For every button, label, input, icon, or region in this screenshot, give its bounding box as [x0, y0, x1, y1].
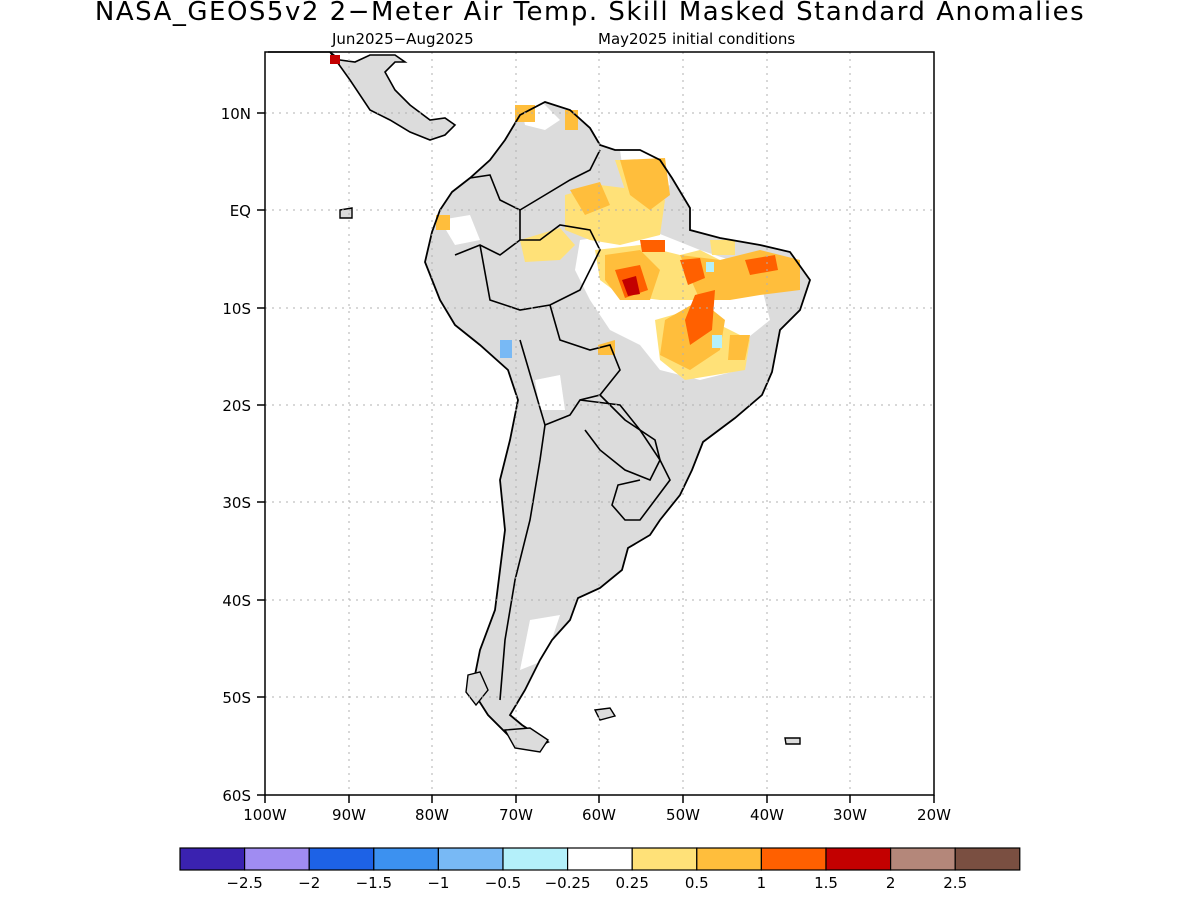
colorbar-label: 1 [757, 874, 767, 892]
colorbar-swatch [696, 847, 762, 871]
colorbar-label: 2.5 [943, 874, 967, 892]
colorbar-swatch [566, 847, 633, 871]
lat-label: 40S [222, 592, 251, 610]
lat-labels: 10N EQ 10S 20S 30S 40S 50S 60S [221, 105, 251, 805]
colorbar-label: −0.5 [485, 874, 521, 892]
colorbar-label: −1.5 [356, 874, 392, 892]
initial-conditions: May2025 initial conditions [598, 30, 796, 48]
colorbar-label: 1.5 [814, 874, 838, 892]
colorbar-label: 0.5 [685, 874, 709, 892]
lat-label: EQ [230, 202, 251, 220]
central-america-land [268, 51, 457, 141]
chart-title: NASA_GEOS5v2 2−Meter Air Temp. Skill Mas… [94, 0, 1086, 27]
colorbar-swatch [502, 847, 569, 871]
colorbar-swatch [308, 847, 375, 871]
colorbar-label: 2 [886, 874, 896, 892]
lon-label: 30W [833, 806, 867, 824]
colorbar-swatch [244, 847, 310, 871]
colorbar-label: 0.25 [615, 874, 648, 892]
lon-label: 40W [750, 806, 784, 824]
lon-label: 70W [499, 806, 533, 824]
colorbar-swatch [179, 847, 246, 871]
country-borders [454, 149, 671, 701]
lon-label: 100W [243, 806, 287, 824]
colorbar-label: −0.25 [545, 874, 591, 892]
colorbar-label: −2 [298, 874, 320, 892]
colorbar-swatch [760, 847, 827, 871]
lon-label: 60W [582, 806, 616, 824]
lat-label: 50S [222, 689, 251, 707]
coastline [424, 101, 811, 752]
gridlines [265, 52, 934, 795]
forecast-period: Jun2025−Aug2025 [332, 30, 474, 48]
lon-labels: 100W 90W 80W 70W 60W 50W 40W 30W 20W [243, 806, 951, 824]
lon-label: 80W [415, 806, 449, 824]
lat-label: 30S [222, 494, 251, 512]
colorbar-swatch [889, 847, 956, 871]
colorbar-swatch [954, 847, 1021, 871]
colorbar-swatch [437, 847, 504, 871]
lon-label: 50W [666, 806, 700, 824]
lon-label: 90W [332, 806, 366, 824]
lat-label: 20S [222, 397, 251, 415]
colorbar-swatch [373, 847, 439, 871]
colorbar-swatch [825, 847, 892, 871]
colorbar-labels: −2.5 −2 −1.5 −1 −0.5 −0.25 0.25 0.5 1 1.5 2 2.5 [226, 874, 967, 892]
colorbar-swatch [631, 847, 698, 871]
colorbar-label: −1 [427, 874, 449, 892]
lat-label: 10N [221, 105, 251, 123]
colorbar [179, 847, 1021, 871]
colorbar-label: −2.5 [226, 874, 262, 892]
tick-marks [257, 112, 935, 803]
lat-label: 60S [222, 787, 251, 805]
lon-label: 20W [917, 806, 951, 824]
anomaly-shading [330, 55, 800, 746]
lat-label: 10S [222, 300, 251, 318]
